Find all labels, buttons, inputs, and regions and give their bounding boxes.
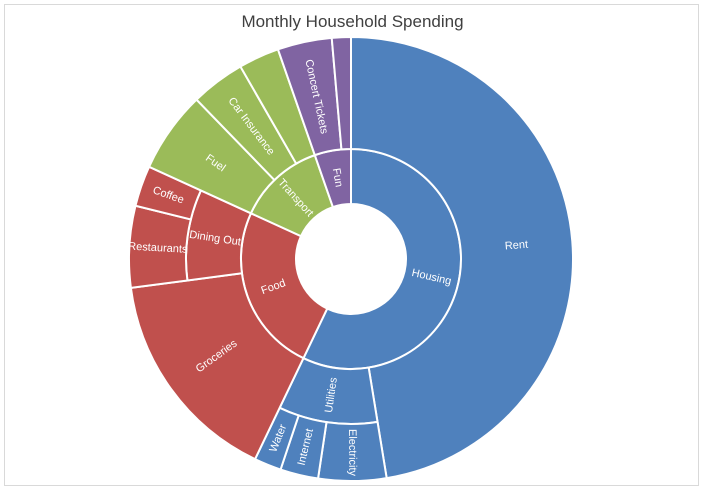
chart-title: Monthly Household Spending	[241, 12, 464, 31]
sunburst-segments	[128, 35, 574, 482]
label-fun: Fun	[330, 167, 345, 188]
segment-groceries	[129, 272, 305, 461]
segment-rent	[350, 35, 574, 480]
chart-border	[4, 4, 699, 486]
label-restaurants: Restaurants	[128, 241, 188, 256]
segment-unlabeled	[330, 35, 352, 151]
label-electricity: Electricity	[346, 429, 358, 477]
label-utilities: Utilities	[323, 376, 340, 413]
label-rent: Rent	[504, 239, 528, 253]
